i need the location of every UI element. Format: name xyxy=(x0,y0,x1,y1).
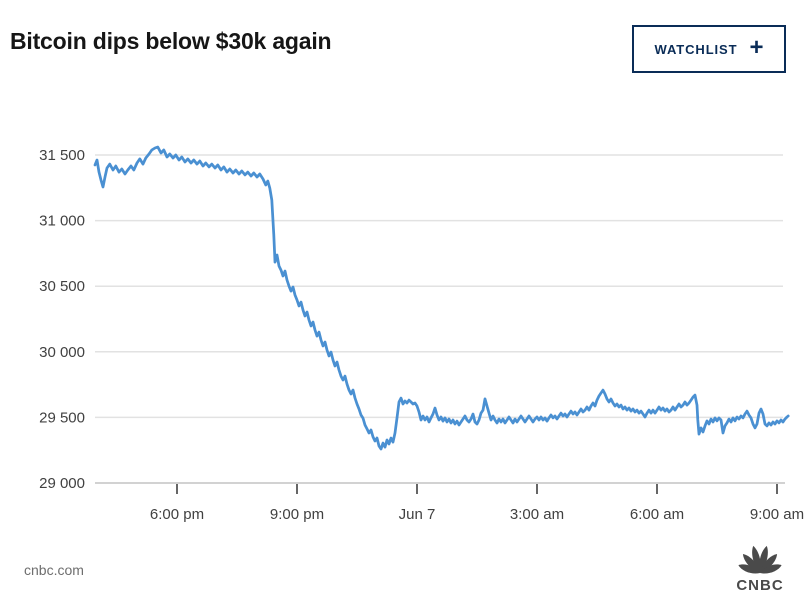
cnbc-logo-text: CNBC xyxy=(736,577,784,594)
x-axis-label: 3:00 am xyxy=(510,506,564,523)
y-axis-label: 31 000 xyxy=(39,213,85,230)
x-axis-label: Jun 7 xyxy=(399,506,436,523)
peacock-icon xyxy=(738,545,782,574)
x-axis-label: 6:00 am xyxy=(630,506,684,523)
x-axis-label: 6:00 pm xyxy=(150,506,204,523)
price-line xyxy=(93,145,790,451)
cnbc-logo: CNBC xyxy=(728,537,792,594)
y-axis-label: 29 000 xyxy=(39,475,85,492)
watchlist-button-label: WATCHLIST xyxy=(654,41,738,57)
source-credit: cnbc.com xyxy=(24,562,84,578)
y-axis-label: 30 000 xyxy=(39,344,85,361)
page-title: Bitcoin dips below $30k again xyxy=(10,28,332,54)
y-axis-label: 31 500 xyxy=(39,147,85,164)
y-axis-label: 29 500 xyxy=(39,409,85,426)
watchlist-button[interactable]: WATCHLIST + xyxy=(632,25,786,73)
plus-icon: + xyxy=(749,33,764,61)
x-axis-label: 9:00 pm xyxy=(270,506,324,523)
y-axis-label: 30 500 xyxy=(39,278,85,295)
x-axis-label: 9:00 am xyxy=(750,506,804,523)
price-chart: 31 500 31 000 30 500 30 000 29 500 29 000 6:00… xyxy=(39,145,804,523)
